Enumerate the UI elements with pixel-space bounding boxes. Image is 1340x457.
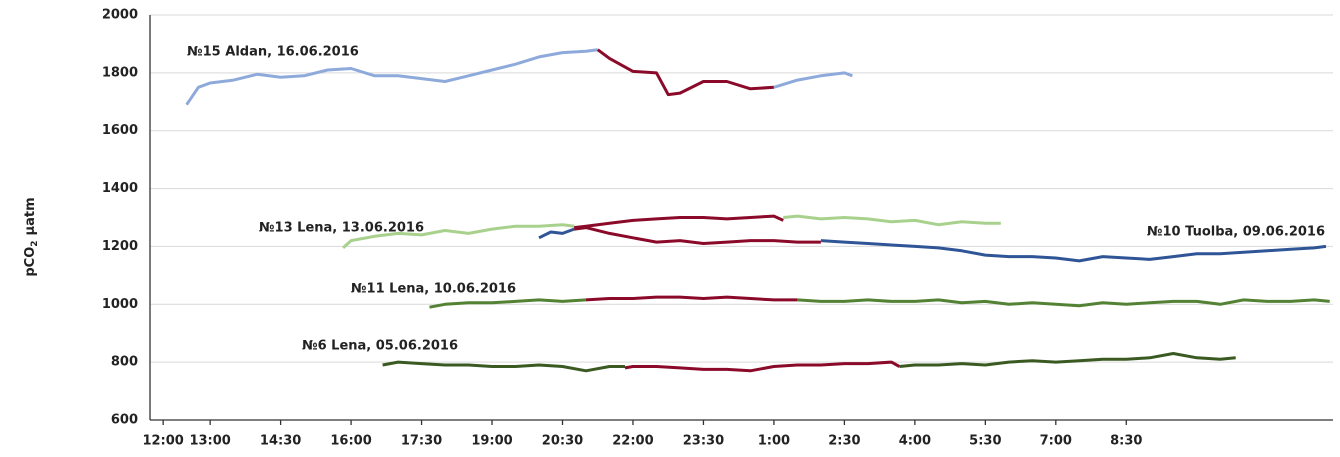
x-tick-label: 16:00	[330, 434, 371, 449]
y-tick-label: 600	[111, 413, 138, 428]
series-line	[783, 214, 1001, 227]
series-line	[429, 298, 587, 309]
series-label: №13 Lena, 13.06.2016	[259, 221, 424, 236]
series-line	[624, 360, 901, 373]
y-tick-label: 1200	[102, 239, 138, 254]
y-tick-label: 800	[111, 355, 138, 370]
y-label-unit: µatm	[23, 197, 38, 235]
series-line	[899, 352, 1236, 368]
y-tick-label: 1600	[102, 123, 138, 138]
y-label-text: pCO	[23, 247, 38, 277]
x-tick-label: 20:30	[542, 434, 583, 449]
y-axis-label: pCO2 µatm	[23, 197, 40, 276]
series-label: №10 Tuolba, 09.06.2016	[1147, 225, 1325, 240]
y-tick-label: 1800	[102, 65, 138, 80]
series-label: №6 Lena, 05.06.2016	[302, 339, 458, 354]
y-tick-label: 1400	[102, 181, 138, 196]
x-tick-label: 17:30	[401, 434, 442, 449]
series-line	[797, 298, 1330, 308]
x-tick-label: 22:00	[612, 434, 653, 449]
x-tick-label: 14:30	[260, 434, 301, 449]
x-tick-label: 8:30	[1110, 434, 1142, 449]
x-tick-label: 13:00	[189, 434, 230, 449]
series-line	[596, 48, 774, 97]
series-line	[538, 227, 575, 240]
y-label-subscript: 2	[30, 240, 40, 246]
x-tick-label: 5:30	[969, 434, 1001, 449]
series-line	[185, 48, 598, 106]
x-tick-label: 4:00	[899, 434, 931, 449]
series-line	[585, 295, 798, 302]
x-tick-label: 1:00	[758, 434, 790, 449]
series-line	[773, 71, 853, 89]
series-label: №11 Lena, 10.06.2016	[351, 282, 516, 297]
y-tick-label: 1000	[102, 297, 138, 312]
x-tick-label: 12:00	[142, 434, 183, 449]
x-tick-label: 19:00	[471, 434, 512, 449]
x-tick-label: 2:30	[828, 434, 860, 449]
series-line	[342, 223, 575, 250]
y-tick-label: 2000	[102, 8, 138, 23]
series-line	[574, 214, 784, 230]
series-line	[382, 360, 625, 373]
x-tick-label: 7:00	[1040, 434, 1072, 449]
series-line	[574, 226, 821, 245]
series-label: №15 Aldan, 16.06.2016	[187, 45, 359, 60]
series-line	[820, 239, 1327, 263]
x-tick-label: 23:30	[683, 434, 724, 449]
